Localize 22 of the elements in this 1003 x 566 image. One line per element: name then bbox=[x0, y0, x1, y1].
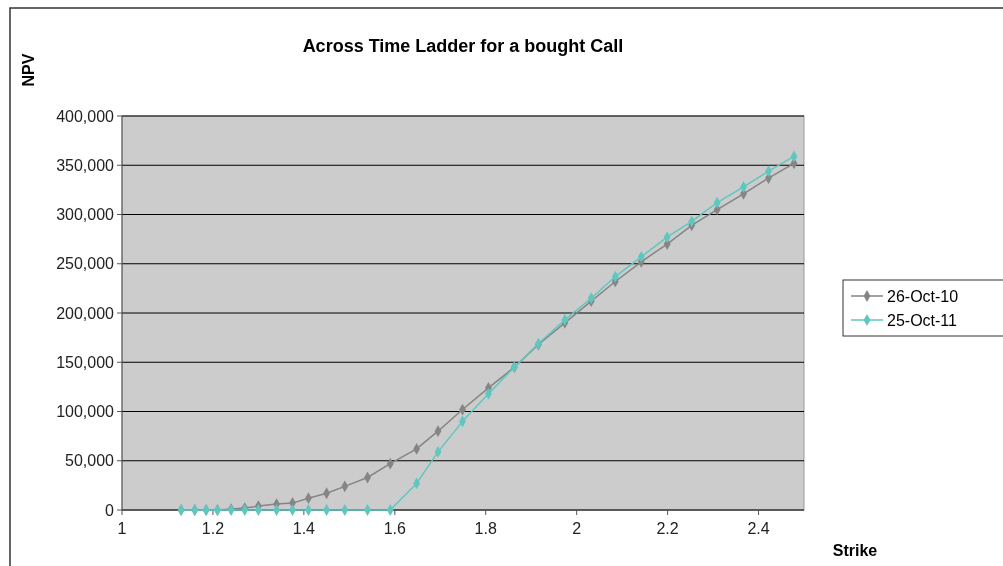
y-tick-label: 350,000 bbox=[56, 156, 115, 174]
legend-label: 25-Oct-11 bbox=[887, 311, 958, 329]
x-axis-title: Strike bbox=[832, 542, 878, 559]
y-axis-title: NPV bbox=[20, 53, 37, 87]
y-tick-label: 400,000 bbox=[56, 107, 115, 125]
y-tick-label: 50,000 bbox=[65, 452, 115, 470]
x-tick-label: 1.8 bbox=[474, 520, 497, 537]
chart-title: Across Time Ladder for a bought Call bbox=[302, 36, 624, 56]
y-tick-label: 300,000 bbox=[56, 206, 115, 224]
x-tick-label: 1.2 bbox=[201, 520, 225, 537]
y-tick-label: 150,000 bbox=[56, 353, 115, 371]
x-tick-label: 1.6 bbox=[383, 520, 407, 537]
y-tick-label: 250,000 bbox=[56, 255, 115, 273]
x-tick-label: 2 bbox=[572, 520, 582, 537]
x-tick-label: 2.2 bbox=[656, 520, 679, 537]
x-tick-label: 1.4 bbox=[292, 520, 316, 537]
y-tick-label: 0 bbox=[105, 501, 115, 519]
y-tick-label: 200,000 bbox=[56, 304, 115, 322]
x-tick-label: 1 bbox=[117, 520, 127, 537]
x-tick-label: 2.4 bbox=[747, 520, 770, 537]
legend-label: 26-Oct-10 bbox=[887, 287, 959, 305]
y-tick-label: 100,000 bbox=[56, 403, 115, 421]
